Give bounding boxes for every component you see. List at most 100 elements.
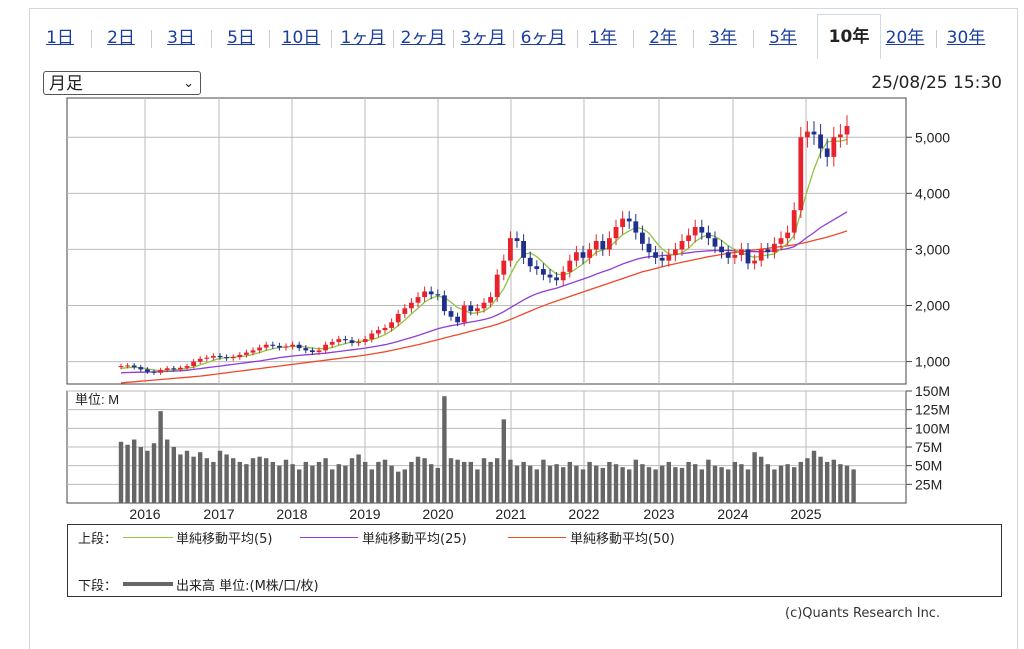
candle-body [178, 367, 183, 370]
volume-bar [831, 459, 836, 503]
copyright: (c)Quants Research Inc. [785, 606, 941, 621]
candle-body [118, 366, 124, 368]
candle-body [567, 260, 573, 272]
candle-body [534, 266, 540, 270]
volume-bar [125, 444, 130, 503]
volume-bar [851, 469, 856, 503]
volume-bar [316, 461, 322, 503]
tab-14[interactable]: 10年 [817, 14, 881, 59]
candle-body [336, 339, 342, 342]
tab-separator [753, 30, 754, 48]
legend-volume: 出来高 単位:(M株/口/枚) [176, 579, 319, 594]
tab-9[interactable]: 6ヶ月 [520, 28, 566, 48]
tab-2[interactable]: 2日 [107, 28, 135, 48]
tab-separator [211, 30, 212, 48]
volume-bar [191, 456, 196, 503]
candle-body [323, 344, 328, 351]
volume-bar [422, 458, 427, 503]
volume-bar [633, 459, 638, 503]
candle-body [587, 249, 592, 258]
volume-bar [158, 411, 163, 503]
volume-bar [244, 464, 249, 503]
volume-bar [237, 461, 242, 503]
tab-13[interactable]: 5年 [769, 28, 797, 48]
tab-separator [151, 30, 152, 48]
x-year-label: 2022 [568, 506, 599, 522]
candle-body [758, 249, 764, 261]
volume-bar [475, 469, 480, 503]
volume-bar [429, 464, 434, 503]
volume-tick-label: 125M [915, 402, 950, 418]
tab-8[interactable]: 3ヶ月 [460, 28, 506, 48]
tab-6[interactable]: 1ヶ月 [340, 28, 386, 48]
volume-bar [785, 464, 790, 503]
candle-body [164, 368, 170, 370]
candle-body [593, 241, 599, 250]
period-select-value: 月足 [49, 74, 83, 94]
price-tick-label: 5,000 [915, 129, 950, 145]
tab-5[interactable]: 10日 [281, 28, 321, 48]
volume-bar [561, 467, 566, 503]
volume-bar [270, 461, 275, 503]
tab-3[interactable]: 3日 [167, 28, 195, 48]
tab-11[interactable]: 2年 [649, 28, 677, 48]
volume-bar [693, 464, 698, 503]
candle-body [349, 340, 355, 344]
volume-bar [118, 441, 124, 503]
candle-body [442, 295, 447, 312]
x-year-label: 2020 [422, 506, 453, 522]
volume-bar [521, 461, 526, 503]
candle-body [785, 232, 790, 239]
candle-body [369, 333, 375, 340]
candle-body [422, 291, 427, 298]
volume-bar [132, 439, 137, 503]
volume-bar [138, 447, 143, 503]
legend-lower-label: 下段： [78, 579, 118, 594]
candle-body [805, 131, 810, 138]
tab-10[interactable]: 1年 [589, 28, 617, 48]
candle-body [290, 344, 295, 347]
volume-tick-label: 100M [915, 420, 950, 436]
price-tick-label: 1,000 [915, 354, 950, 370]
candle-body [745, 249, 751, 264]
legend-ma50: 単純移動平均(50) [570, 532, 675, 547]
candle-body [791, 210, 797, 233]
volume-bar [396, 471, 401, 503]
volume-bar [455, 459, 460, 503]
volume-bar [811, 450, 817, 503]
volume-bar [389, 465, 394, 503]
tab-16[interactable]: 30年 [946, 28, 986, 48]
candle-body [244, 352, 249, 355]
volume-bar [145, 450, 150, 503]
candle-body [468, 305, 474, 312]
volume-bar [719, 467, 724, 503]
candle-body [719, 246, 724, 253]
volume-bar [805, 458, 810, 503]
legend-ma5-swatch [123, 537, 173, 538]
tab-7[interactable]: 2ヶ月 [400, 28, 446, 48]
period-tabs: 1日 2日 3日 5日 10日 1ヶ月 2ヶ月 3ヶ月 6ヶ月 1年 2年 3年 5年 10年 20年 30年 [30, 14, 1015, 59]
tab-1[interactable]: 1日 [46, 28, 74, 48]
tab-4[interactable]: 5日 [227, 28, 255, 48]
candle-body [263, 344, 269, 348]
volume-bar [607, 461, 612, 503]
volume-bar [613, 464, 619, 503]
tab-separator [90, 30, 92, 48]
tab-12[interactable]: 3年 [709, 28, 737, 48]
period-select[interactable]: 月足 ⌄ [43, 71, 201, 95]
tab-15[interactable]: 20年 [885, 28, 925, 48]
volume-bar [587, 461, 592, 503]
volume-bar [666, 461, 671, 503]
volume-bar [290, 464, 295, 503]
legend-ma25-swatch [300, 537, 358, 538]
volume-bar [686, 461, 691, 503]
volume-bar [706, 459, 711, 503]
candle-body [409, 302, 414, 309]
volume-bar [541, 459, 546, 503]
candle-body [145, 369, 150, 372]
volume-bar [818, 456, 823, 503]
volume-unit-bg [68, 392, 130, 407]
volume-bar [231, 458, 236, 503]
price-panel [66, 97, 907, 385]
candle-body [211, 355, 216, 358]
